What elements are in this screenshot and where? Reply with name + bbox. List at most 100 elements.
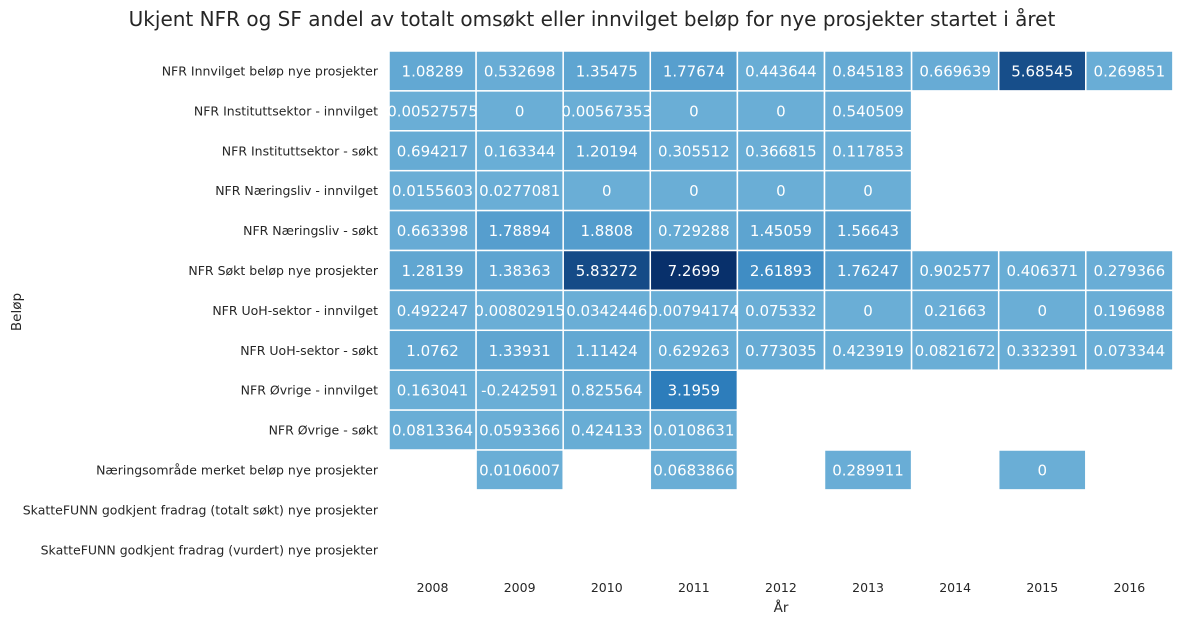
heatmap-cell: [1085, 289, 1174, 332]
y-axis-label: Beløp: [9, 293, 25, 331]
heatmap-cell: [562, 130, 652, 172]
cell-value-label: 0.0108631: [653, 422, 734, 440]
cell-value-label: 0.163344: [484, 142, 556, 160]
heatmap-cell: [823, 169, 913, 212]
cell-value-label: 5.83272: [576, 262, 638, 280]
cell-value-label: 0.00567353: [561, 102, 652, 120]
cell-value-label: 1.8808: [581, 222, 634, 240]
cell-value-label: 5.68545: [1011, 62, 1073, 80]
heatmap-cell: [910, 289, 1000, 332]
cell-value-label: 1.08289: [402, 62, 464, 80]
heatmap-cell: [736, 90, 826, 132]
cell-value-label: 0.289911: [832, 461, 904, 479]
heatmap-cell: [562, 409, 652, 451]
row-label: Næringsområde merket beløp nye prosjekte…: [96, 462, 379, 477]
row-label: NFR UoH-sektor - søkt: [240, 343, 378, 358]
column-label: 2016: [1113, 580, 1145, 595]
cell-value-label: 0.663398: [397, 222, 469, 240]
cell-value-label: 0.0683866: [653, 461, 734, 479]
cell-value-label: 1.45059: [750, 222, 812, 240]
heatmap-cell: [823, 50, 913, 92]
heatmap-cell: [388, 209, 477, 252]
column-label: 2008: [417, 580, 449, 595]
row-label: NFR Søkt beløp nye prosjekter: [188, 263, 378, 278]
heatmap-cell: [475, 449, 564, 491]
cell-value-label: 0.075332: [745, 302, 817, 320]
cell-value-label: 0: [689, 102, 699, 120]
cell-value-label: 0.332391: [1006, 342, 1078, 360]
column-label: 2015: [1026, 580, 1058, 595]
row-label: NFR UoH-sektor - innvilget: [212, 303, 378, 318]
cell-value-label: 0.424133: [571, 422, 643, 440]
cell-value-label: 0.00802915: [474, 302, 565, 320]
heatmap-cell: [475, 329, 564, 371]
cell-value-label: 0: [602, 182, 612, 200]
cell-value-label: 0.0277081: [479, 182, 560, 200]
cell-value-label: 0.443644: [745, 62, 817, 80]
heatmap-cell: [388, 50, 477, 92]
cell-value-label: 0.196988: [1094, 302, 1166, 320]
heatmap-cell: [388, 130, 477, 172]
row-label: NFR Instituttsektor - innvilget: [194, 103, 378, 118]
column-label: 2009: [504, 580, 536, 595]
heatmap-cell: [388, 369, 477, 411]
heatmap-cell: [388, 169, 477, 212]
cell-value-label: 1.20194: [576, 142, 638, 160]
heatmap-cell: [823, 209, 913, 252]
cell-value-label: 0: [1037, 461, 1047, 479]
cell-value-label: 2.61893: [750, 262, 812, 280]
heatmap-cell: [475, 169, 564, 212]
cell-value-label: 1.35475: [576, 62, 638, 80]
heatmap-cell: [910, 50, 1000, 92]
cell-value-label: 0.163041: [397, 382, 469, 400]
heatmap-cell: [649, 409, 739, 451]
cell-value-label: 0.629263: [658, 342, 730, 360]
heatmap-cell: [997, 449, 1087, 491]
column-label: 2014: [939, 580, 971, 595]
heatmap-cell: [475, 130, 564, 172]
cell-value-label: 0.305512: [658, 142, 730, 160]
column-label: 2012: [765, 580, 797, 595]
cell-value-label: 0: [515, 102, 525, 120]
cell-value-label: 0.0106007: [479, 461, 560, 479]
cell-value-label: 0.532698: [484, 62, 556, 80]
column-label: 2011: [678, 580, 710, 595]
cell-value-label: 0.366815: [745, 142, 817, 160]
column-label: 2013: [852, 580, 884, 595]
row-labels: NFR Innvilget beløp nye prosjekter NFR In…: [23, 63, 379, 557]
heatmap-cell: [823, 449, 913, 491]
cell-value-label: 1.33931: [489, 342, 551, 360]
cell-value-label: 0.269851: [1094, 62, 1166, 80]
heatmap-cell: [475, 409, 564, 451]
cell-value-label: 0.00794174: [649, 302, 740, 320]
heatmap-cell: [736, 329, 826, 371]
heatmap-cell: [1085, 50, 1174, 92]
heatmap-cell: [562, 90, 652, 132]
row-label: SkatteFUNN godkjent fradrag (totalt søkt…: [23, 502, 379, 517]
chart-title: Ukjent NFR og SF andel av totalt omsøkt …: [129, 7, 1056, 31]
cell-value-label: 0: [776, 102, 786, 120]
cell-value-label: 0.0813364: [392, 422, 473, 440]
cell-value-label: 0: [689, 182, 699, 200]
cell-value-label: 1.11424: [576, 342, 638, 360]
cell-value-label: 1.77674: [663, 62, 725, 80]
column-labels: 2008 2009 2010 2011 2012 2013 2014 2015 2016: [417, 580, 1146, 595]
cell-value-label: 0.902577: [919, 262, 991, 280]
cell-value-label: 0: [776, 182, 786, 200]
heatmap-cell: [388, 90, 477, 132]
row-label: SkatteFUNN godkjent fradrag (vurdert) ny…: [41, 542, 379, 557]
heatmap-cell: [649, 289, 739, 332]
cell-value-label: 0.0155603: [392, 182, 473, 200]
cell-value-label: 7.2699: [668, 262, 721, 280]
cell-value-label: 1.0762: [406, 342, 459, 360]
heatmap-cell: [997, 329, 1087, 371]
cell-value-label: 1.38363: [489, 262, 551, 280]
cell-value-label: 0: [863, 182, 873, 200]
cell-value-label: 0.073344: [1094, 342, 1166, 360]
cell-value-label: 0.492247: [397, 302, 469, 320]
cell-value-label: 0.729288: [658, 222, 730, 240]
heatmap-cell: [649, 449, 739, 491]
cell-value-label: 0.773035: [745, 342, 817, 360]
heatmap-cell: [823, 329, 913, 371]
heatmap-cell: [997, 289, 1087, 332]
